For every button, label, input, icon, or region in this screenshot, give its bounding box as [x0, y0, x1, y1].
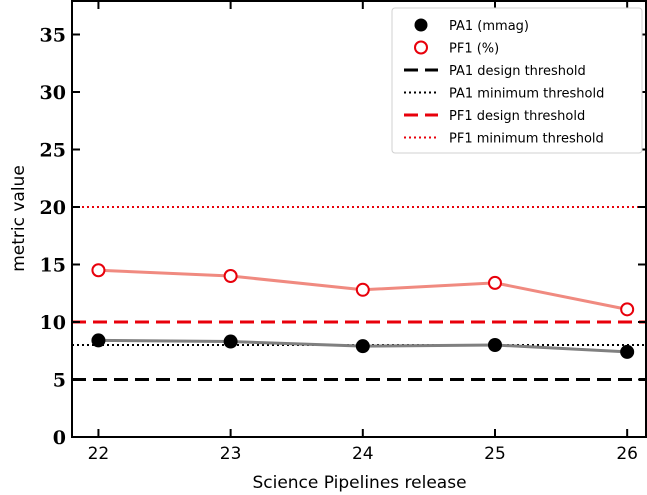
data-point-s1-3	[487, 275, 502, 290]
legend-label-2: PA1 design threshold	[449, 64, 586, 79]
data-point-s0-1	[223, 334, 238, 349]
y-axis-ticks: 0 5 10 15 20 25 30 35	[40, 25, 646, 449]
plot-frame	[71, 0, 647, 438]
y-tick-label-1: 5	[53, 370, 66, 392]
legend-label-0: PA1 (mmag)	[449, 19, 529, 34]
data-point-s0-4	[620, 344, 635, 359]
data-point-s0-2	[355, 339, 370, 354]
legend-label-4: PF1 design threshold	[449, 109, 585, 124]
y-tick-label-5: 25	[40, 140, 66, 162]
y-tick-label-0: 0	[53, 427, 66, 449]
y-tick-label-2: 10	[40, 312, 66, 334]
x-tick-label-2: 24	[352, 444, 374, 464]
legend-handle-1	[414, 40, 428, 55]
x-axis-label: Science Pipelines release	[252, 473, 466, 493]
data-point-s0-0	[91, 333, 106, 348]
y-tick-label-7: 35	[40, 25, 66, 47]
legend-handle-0	[414, 18, 428, 32]
legend-label-1: PF1 (%)	[449, 42, 499, 57]
legend: PA1 (mmag) PF1 (%) PA1 design threshold PA1…	[391, 7, 643, 154]
legend-box	[391, 7, 643, 154]
y-axis-label: metric value	[9, 165, 29, 272]
x-tick-label-3: 25	[484, 444, 506, 464]
threshold-lines	[72, 206, 647, 381]
data-points	[91, 263, 635, 359]
data-point-s1-0	[91, 263, 106, 278]
data-point-s1-4	[620, 302, 635, 317]
x-axis-ticks: 22 23 24 25 26	[88, 1, 638, 464]
x-tick-label-0: 22	[88, 444, 110, 464]
data-point-s1-2	[355, 282, 370, 297]
data-point-s1-1	[223, 269, 238, 283]
legend-label-5: PF1 minimum threshold	[449, 132, 604, 147]
y-tick-label-3: 15	[40, 255, 66, 277]
y-tick-label-4: 20	[40, 197, 66, 219]
data-point-s0-3	[487, 338, 502, 352]
y-tick-label-6: 30	[40, 82, 66, 104]
legend-label-3: PA1 minimum threshold	[449, 87, 604, 102]
x-tick-label-4: 26	[616, 444, 638, 464]
x-tick-label-1: 23	[220, 444, 242, 464]
